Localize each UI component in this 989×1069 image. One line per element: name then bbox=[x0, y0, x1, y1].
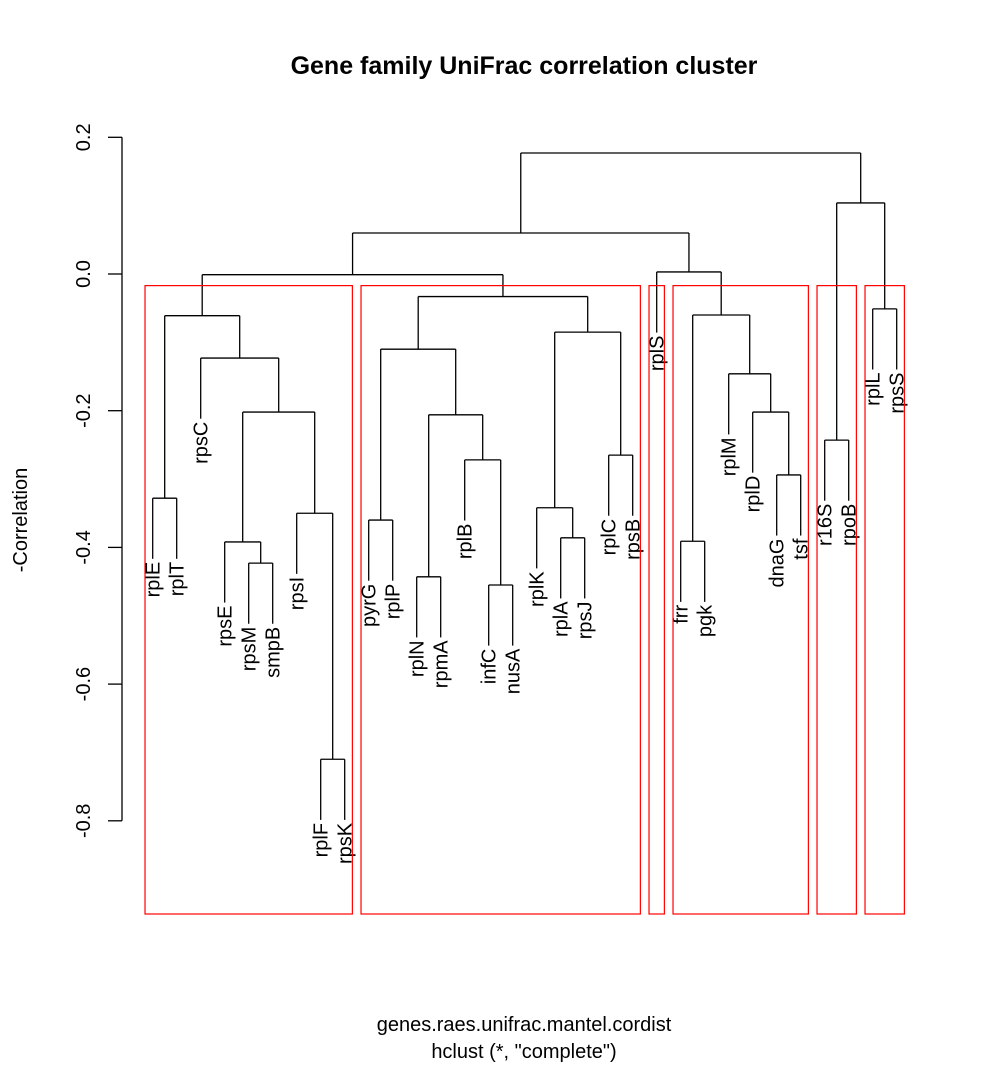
cluster-rect bbox=[144, 285, 353, 915]
cluster-rectangles bbox=[144, 285, 905, 915]
leaf-label: rplT bbox=[167, 562, 189, 596]
leaf-label: rplK bbox=[527, 571, 549, 607]
chart-title: Gene family UniFrac correlation cluster bbox=[291, 52, 758, 80]
leaf-label: rplL bbox=[863, 372, 885, 405]
y-axis: 0.2 0.0 -0.2 -0.4 -0.6 -0.8 bbox=[73, 123, 123, 838]
leaf-label: dnaG bbox=[767, 539, 789, 588]
y-axis-label: -Correlation bbox=[10, 468, 32, 572]
subtitle: hclust (*, "complete") bbox=[431, 1041, 616, 1063]
leaf-label: rplN bbox=[407, 640, 429, 677]
leaf-label: pgk bbox=[695, 604, 717, 637]
leaf-label: r16S bbox=[815, 504, 837, 546]
cluster-rect bbox=[360, 285, 641, 915]
leaf-label: rplF bbox=[311, 823, 333, 857]
y-tick-label: 0.0 bbox=[73, 260, 95, 288]
cluster-rect bbox=[672, 285, 809, 915]
y-tick-label: 0.2 bbox=[73, 123, 95, 151]
cluster-rect bbox=[816, 285, 857, 915]
leaf-label: frr bbox=[671, 605, 693, 624]
leaf-label: rpsM bbox=[239, 627, 261, 671]
leaf-label: tsf bbox=[791, 538, 813, 560]
leaf-label: rplD bbox=[743, 476, 765, 513]
leaf-label: rpsS bbox=[887, 372, 909, 413]
leaf-label: rpsB bbox=[623, 519, 645, 560]
x-axis-label: genes.raes.unifrac.mantel.cordist bbox=[377, 1014, 672, 1036]
leaf-label: rpoB bbox=[839, 504, 861, 546]
cluster-rect bbox=[864, 285, 905, 915]
leaf-label: pyrG bbox=[359, 584, 381, 627]
y-tick-label: -0.8 bbox=[73, 804, 95, 838]
leaf-label: rpsE bbox=[215, 606, 237, 647]
leaf-label: rplS bbox=[647, 336, 669, 372]
leaf-label: rplB bbox=[455, 524, 477, 560]
leaf-label: infC bbox=[479, 649, 501, 685]
leaf-label: rplE bbox=[143, 562, 165, 598]
leaf-label: nusA bbox=[503, 648, 525, 694]
y-tick-label: -0.4 bbox=[73, 530, 95, 564]
cluster-rect bbox=[648, 285, 665, 915]
leaf-label: rplP bbox=[383, 584, 405, 620]
leaf-label: rplC bbox=[599, 519, 621, 556]
leaf-label: rpsI bbox=[287, 577, 309, 610]
leaf-label: rpsC bbox=[191, 422, 213, 464]
y-tick-label: -0.2 bbox=[73, 393, 95, 427]
leaf-label: rpsK bbox=[335, 822, 357, 864]
leaf-label: rpmA bbox=[431, 640, 453, 688]
leaf-label: rplM bbox=[719, 437, 741, 476]
dendrogram-branches bbox=[152, 152, 898, 820]
y-tick-label: -0.6 bbox=[73, 667, 95, 701]
leaf-label: rplA bbox=[551, 601, 573, 637]
leaf-label: smpB bbox=[263, 627, 285, 678]
leaf-label: rpsJ bbox=[575, 601, 597, 639]
